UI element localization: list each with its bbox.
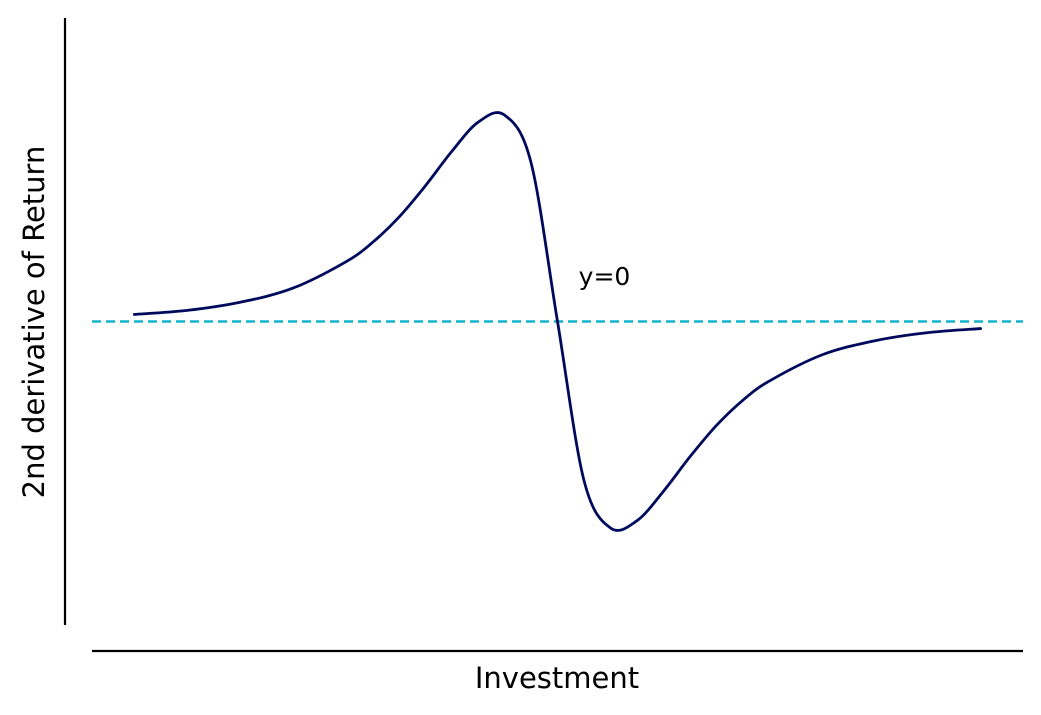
y-axis-label: 2nd derivative of Return — [17, 146, 51, 499]
x-axis-label: Investment — [475, 661, 639, 695]
series-line — [132, 111, 983, 532]
plot-area: y=0 — [92, 111, 1023, 532]
annotation-label: y=0 — [579, 262, 631, 291]
